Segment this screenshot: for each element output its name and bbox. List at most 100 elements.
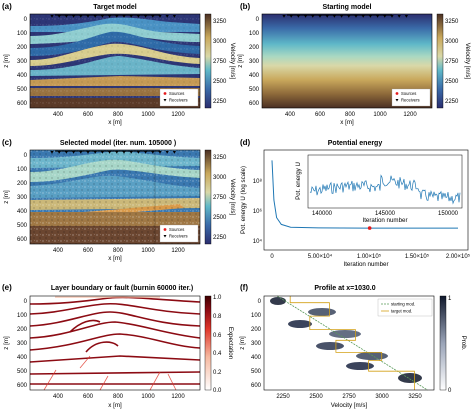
- panel-d-inset: 140000 145000 150000 Iteration number Po…: [295, 154, 463, 224]
- svg-text:0.8: 0.8: [213, 314, 222, 320]
- svg-text:2250: 2250: [445, 99, 459, 105]
- svg-text:1000: 1000: [141, 394, 155, 400]
- svg-text:800: 800: [113, 112, 124, 118]
- panel-a-xticks: 400 600 800 1000 1200: [53, 112, 185, 118]
- panel-a: (a) Target model Sources Receivers 0 100: [2, 2, 236, 126]
- svg-text:0: 0: [24, 299, 28, 305]
- svg-text:600: 600: [251, 383, 262, 389]
- svg-text:1200: 1200: [171, 248, 185, 254]
- receiver-marker: [376, 15, 380, 18]
- panel-e-yticks: 0 100 200 300 400 500 600: [17, 299, 28, 389]
- receiver-marker: [100, 151, 104, 154]
- receiver-marker: [165, 15, 169, 18]
- receiver-marker: [340, 15, 344, 18]
- legend-receiver-marker: [163, 99, 167, 102]
- svg-text:2500: 2500: [213, 215, 227, 221]
- receiver-marker: [129, 15, 133, 18]
- panel-d-xticks: 0 5.00×10⁴ 1.00×10⁵ 1.50×10⁵ 2.00×10⁵: [270, 253, 470, 260]
- svg-text:1000: 1000: [141, 248, 155, 254]
- svg-text:1200: 1200: [403, 112, 417, 118]
- svg-text:0: 0: [24, 153, 28, 159]
- panel-d: (d) Potential energy 10⁸ 10⁶ 10⁴ 0 5.00×…: [240, 138, 471, 268]
- panel-c-letter: (c): [2, 138, 12, 147]
- receiver-marker: [136, 15, 140, 18]
- receiver-marker: [397, 15, 401, 18]
- svg-text:3250: 3250: [213, 19, 227, 25]
- legend-sources-label: Sources: [169, 227, 184, 232]
- svg-text:300: 300: [251, 341, 262, 347]
- receiver-marker: [57, 15, 61, 18]
- legend-target-label: target mod.: [391, 309, 412, 314]
- svg-text:1.50×10⁵: 1.50×10⁵: [405, 253, 430, 260]
- receiver-marker: [115, 15, 119, 18]
- svg-text:140000: 140000: [312, 211, 333, 217]
- panel-e-cbar-ticks: 1.0 0.8 0.6 0.4 0.2 0.0: [213, 295, 222, 394]
- panel-a-cbar-label: Velocity [m/s]: [229, 43, 236, 80]
- svg-text:800: 800: [113, 248, 124, 254]
- panel-a-title: Target model: [93, 4, 136, 11]
- svg-text:0.4: 0.4: [213, 351, 222, 357]
- receiver-marker: [361, 15, 365, 18]
- svg-text:2500: 2500: [309, 394, 323, 400]
- svg-text:1200: 1200: [171, 112, 185, 118]
- legend-source-marker: [163, 92, 167, 95]
- panel-a-ylabel: z [m]: [3, 54, 10, 68]
- receiver-marker: [122, 15, 126, 18]
- panel-a-yticks: 0 100 200 300 400 500 600: [17, 17, 28, 107]
- svg-text:500: 500: [17, 369, 28, 375]
- svg-text:150000: 150000: [438, 211, 459, 217]
- svg-text:0.0: 0.0: [213, 388, 222, 394]
- panel-e: (e) Layer boundary or fault (burnin 6000…: [2, 283, 234, 409]
- svg-text:145000: 145000: [375, 211, 396, 217]
- svg-text:400: 400: [53, 394, 64, 400]
- receiver-marker: [144, 15, 148, 18]
- svg-text:300: 300: [249, 59, 260, 65]
- svg-text:800: 800: [113, 394, 124, 400]
- target-model-line: [289, 296, 415, 390]
- starting-model-line: [276, 295, 428, 391]
- receiver-marker: [172, 15, 176, 18]
- panel-f-title: Profile at x=1030.0: [314, 285, 375, 292]
- legend-starting-label: starting mod.: [391, 302, 415, 307]
- panel-b-letter: (b): [240, 2, 251, 11]
- svg-text:2750: 2750: [213, 195, 227, 201]
- receiver-marker: [404, 15, 408, 18]
- panel-b-title: Starting model: [322, 4, 371, 11]
- receiver-marker: [86, 15, 90, 18]
- svg-text:100: 100: [249, 31, 260, 37]
- receiver-marker: [318, 15, 322, 18]
- svg-text:100: 100: [17, 31, 28, 37]
- svg-text:200: 200: [17, 181, 28, 187]
- svg-text:400: 400: [17, 355, 28, 361]
- receiver-marker: [282, 15, 286, 18]
- svg-text:400: 400: [17, 73, 28, 79]
- receiver-marker: [296, 15, 300, 18]
- receiver-marker: [57, 151, 61, 154]
- receiver-marker: [86, 151, 90, 154]
- legend-receivers-label: Receivers: [401, 98, 420, 103]
- panel-d-yticks: 10⁸ 10⁶ 10⁴: [253, 178, 263, 245]
- panel-b-legend: Sources Receivers: [391, 88, 431, 107]
- panel-c-title: Selected model (iter. num. 105000 ): [60, 140, 176, 147]
- svg-text:3000: 3000: [445, 39, 459, 45]
- receiver-marker: [158, 151, 162, 154]
- svg-text:200: 200: [17, 327, 28, 333]
- svg-text:2500: 2500: [213, 79, 227, 85]
- panel-d-title: Potential energy: [328, 140, 383, 147]
- panel-a-heatmap: [30, 14, 200, 108]
- svg-text:1200: 1200: [171, 394, 185, 400]
- receiver-marker: [144, 151, 148, 154]
- panel-c-yticks: 0 100 200 300 400 500 600: [17, 153, 28, 243]
- svg-text:0.2: 0.2: [213, 370, 222, 376]
- panel-c-xlabel: x [m]: [108, 255, 122, 262]
- svg-text:2250: 2250: [213, 99, 227, 105]
- panel-f-xticks: 2250 2500 2750 3000 3250: [276, 394, 422, 400]
- panel-b-xlabel: x [m]: [340, 119, 354, 126]
- receiver-marker: [151, 151, 155, 154]
- panel-b-xticks: 400 600 800 1000 1200: [285, 112, 417, 118]
- panel-a-legend: Sources Receivers: [159, 88, 199, 107]
- svg-text:100: 100: [17, 167, 28, 173]
- receiver-marker: [79, 15, 83, 18]
- receiver-marker: [151, 15, 155, 18]
- panel-e-colorbar: [204, 295, 212, 391]
